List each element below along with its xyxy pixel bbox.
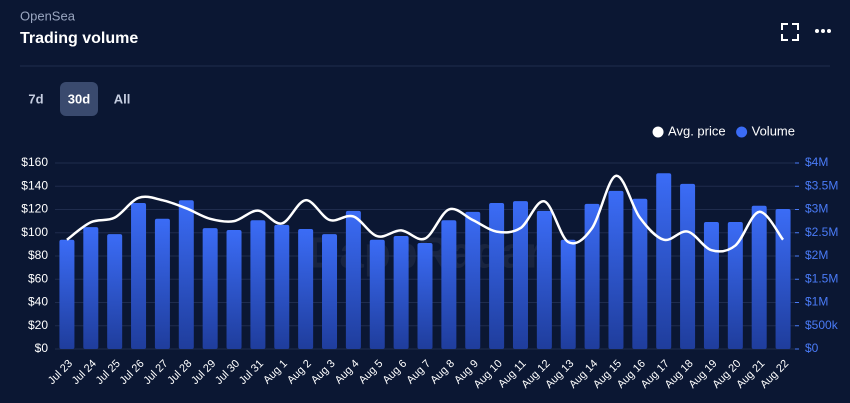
bar <box>369 239 385 349</box>
bar <box>656 173 672 349</box>
bar <box>441 220 457 349</box>
bar <box>250 220 266 349</box>
bar <box>393 236 409 349</box>
tab[interactable]: 7d <box>28 91 43 106</box>
x-tick-label: Aug 4 <box>333 358 362 387</box>
bar <box>322 234 338 349</box>
y2-tick-label: $4M <box>805 155 828 169</box>
y-tick-label: $20 <box>28 318 48 332</box>
x-tick-label: Aug 1 <box>261 358 290 387</box>
y2-tick-label: $500k <box>805 318 839 332</box>
y2-tick-label: $2.5M <box>805 225 838 239</box>
bar <box>178 200 194 349</box>
price-line <box>66 174 785 253</box>
legend-label: Volume <box>752 123 795 138</box>
x-tick-label: Aug 2 <box>285 358 314 387</box>
bar <box>560 239 576 349</box>
y2-tick-label: $1.5M <box>805 271 838 285</box>
y-tick-label: $60 <box>28 271 48 285</box>
bar <box>298 229 314 349</box>
bar <box>512 201 528 349</box>
x-tick-label: Aug 6 <box>380 358 409 387</box>
tab-active-bg <box>60 82 98 116</box>
x-tick-label: Jul 29 <box>189 358 218 387</box>
bar <box>775 209 791 349</box>
legend-swatch <box>736 126 748 138</box>
bar <box>489 202 505 349</box>
bar <box>154 218 170 349</box>
x-tick-label: Jul 30 <box>213 358 242 387</box>
y-tick-label: $140 <box>21 178 48 192</box>
legend-label: Avg. price <box>668 123 726 138</box>
y-tick-label: $100 <box>21 225 48 239</box>
legend-swatch <box>652 126 664 138</box>
bar <box>536 210 552 349</box>
x-tick-label: Jul 26 <box>117 358 146 387</box>
x-tick-label: Jul 25 <box>94 358 123 387</box>
bar <box>83 227 99 349</box>
bar <box>608 190 624 349</box>
tab[interactable]: All <box>114 91 131 106</box>
bar <box>202 228 218 349</box>
bar <box>703 222 719 349</box>
x-tick-label: Aug 8 <box>428 358 457 387</box>
y2-tick-label: $0 <box>805 341 819 355</box>
x-tick-label: Aug 7 <box>404 358 433 387</box>
bar <box>131 202 147 349</box>
x-tick-label: Aug 5 <box>357 358 386 387</box>
bar <box>417 242 433 349</box>
y-tick-label: $80 <box>28 248 48 262</box>
x-tick-label: Jul 28 <box>165 358 194 387</box>
y2-tick-label: $2M <box>805 248 828 262</box>
source-label: OpenSea <box>20 8 76 23</box>
y2-tick-label: $3.5M <box>805 178 838 192</box>
x-tick-label: Jul 27 <box>141 358 170 387</box>
bar <box>274 224 290 349</box>
x-tick-label: Aug 3 <box>309 358 338 387</box>
more-icon[interactable] <box>815 29 831 33</box>
bar <box>226 229 242 349</box>
y-tick-label: $120 <box>21 202 48 216</box>
x-tick-label: Jul 24 <box>70 358 99 387</box>
y2-tick-label: $3M <box>805 202 828 216</box>
tab[interactable]: 30d <box>68 91 90 106</box>
x-tick-label: Jul 31 <box>237 358 266 387</box>
y-tick-label: $40 <box>28 295 48 309</box>
panel-title: Trading volume <box>20 30 138 47</box>
bar <box>107 234 123 349</box>
expand-icon[interactable] <box>781 23 799 41</box>
y-tick-label: $160 <box>21 155 48 169</box>
bar <box>465 211 481 349</box>
y2-tick-label: $1M <box>805 295 828 309</box>
bar <box>751 205 767 349</box>
bar <box>584 203 600 349</box>
bar <box>632 198 648 349</box>
bar <box>59 239 75 349</box>
bar <box>345 210 361 349</box>
y-tick-label: $0 <box>35 341 49 355</box>
x-tick-label: Jul 23 <box>46 358 75 387</box>
bar <box>680 183 696 349</box>
bar <box>727 222 743 349</box>
